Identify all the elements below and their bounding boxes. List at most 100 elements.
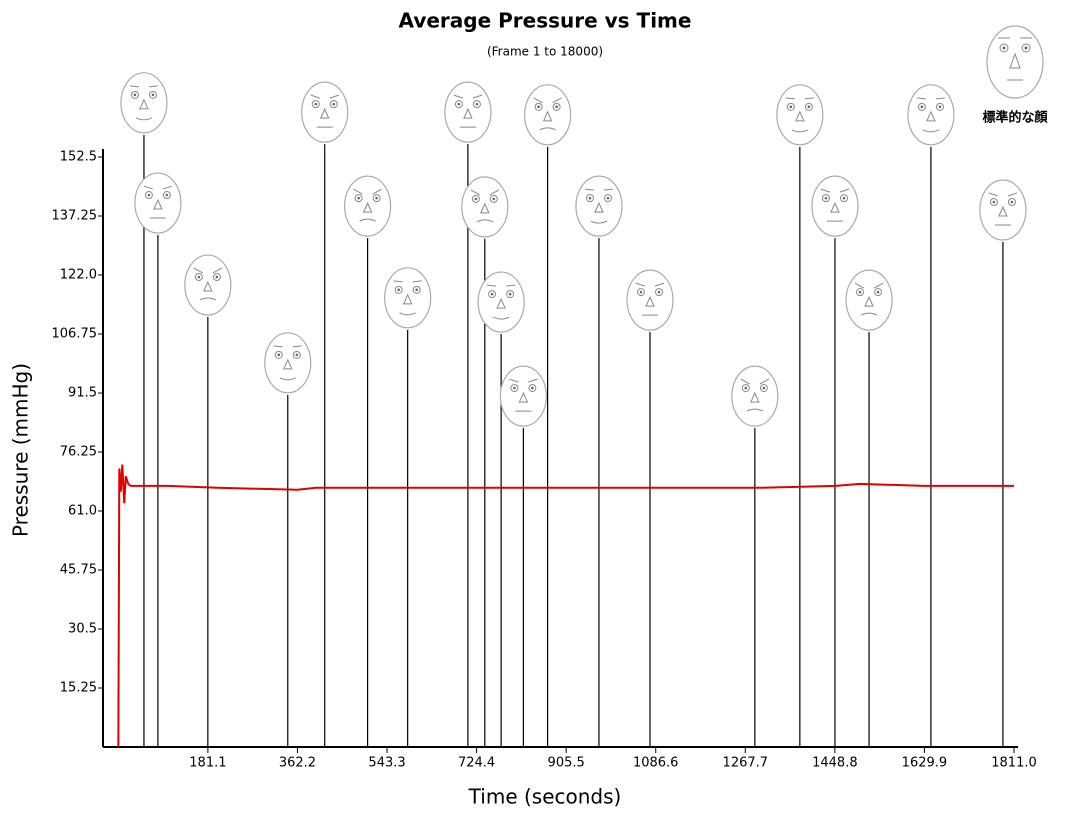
face-outline [301, 81, 349, 143]
face-features [820, 188, 850, 222]
x-tick-label: 905.5 [548, 756, 585, 771]
event-face [120, 72, 168, 134]
y-tick-label: 152.5 [60, 150, 97, 165]
face-features [393, 280, 422, 316]
face-pupil [474, 197, 478, 201]
face-eye [786, 102, 795, 111]
event-face [477, 271, 525, 333]
event-face [776, 84, 824, 146]
face-outline [499, 365, 547, 427]
face-pupil [824, 196, 828, 200]
face-pupil [858, 290, 862, 294]
data-line [117, 464, 1014, 748]
face-pupil [475, 102, 479, 106]
face-outline [731, 365, 779, 427]
face-outline [384, 267, 432, 329]
face-eye [148, 90, 157, 99]
face-eye [506, 290, 515, 299]
face-features [310, 94, 339, 128]
face-pupil [513, 386, 516, 390]
face-pupil [133, 93, 137, 97]
face-features [533, 97, 562, 131]
face-outline [264, 332, 312, 394]
face-pupil [415, 288, 418, 292]
chart-subtitle: (Frame 1 to 18000) [487, 45, 603, 59]
face-pupil [920, 105, 924, 109]
face-eye [372, 194, 381, 203]
face-outline [626, 269, 674, 331]
face-pupil [457, 102, 461, 106]
face-eye [489, 194, 498, 203]
event-face [626, 269, 674, 331]
face-eye [989, 198, 998, 207]
face-pupil [277, 353, 281, 357]
standard-face [986, 25, 1044, 99]
y-tick-label: 61.0 [68, 504, 97, 519]
face-outline [776, 84, 824, 146]
face-eye [654, 288, 663, 297]
face-pupil [490, 292, 494, 296]
face-pupil [938, 105, 942, 109]
face-pupil [531, 386, 534, 390]
face-pupil [397, 288, 400, 292]
face-pupil [147, 193, 151, 197]
face-eye [329, 100, 338, 109]
y-tick-label: 30.5 [68, 622, 97, 637]
x-tick-label: 1629.9 [902, 756, 948, 771]
face-pupil [314, 102, 318, 106]
face-features [453, 94, 483, 128]
face-eye [144, 191, 153, 200]
face-eye [162, 191, 171, 200]
face-outline [120, 72, 168, 134]
face-features [470, 189, 500, 223]
face-features [353, 188, 382, 222]
event-face [731, 365, 779, 427]
event-face [524, 84, 572, 146]
face-eye [741, 384, 750, 393]
event-face [979, 179, 1027, 241]
face-eye [394, 285, 403, 294]
y-tick-label: 15.25 [60, 681, 97, 696]
x-tick-label: 1267.7 [723, 756, 769, 771]
event-face [264, 332, 312, 394]
face-pupil [657, 290, 661, 294]
face-eye [636, 288, 645, 297]
face-features [988, 192, 1018, 226]
event-face [384, 267, 432, 329]
face-eye [839, 194, 848, 203]
face-eye [935, 102, 944, 111]
x-tick-label: 724.4 [458, 756, 495, 771]
face-outline [461, 176, 509, 238]
face-eye [412, 285, 421, 294]
face-pupil [151, 93, 155, 97]
face-pupil [215, 275, 219, 279]
event-face [845, 269, 893, 331]
face-pupil [762, 386, 766, 390]
face-eye [488, 290, 497, 299]
face-eye [354, 194, 363, 203]
face-pupil [332, 102, 336, 106]
x-tick-label: 1086.6 [633, 756, 679, 771]
face-pupil [842, 196, 846, 200]
face-eye [212, 273, 221, 282]
event-face [343, 175, 392, 237]
face-eye [471, 194, 480, 203]
face-pupil [555, 105, 558, 109]
face-pupil [165, 193, 169, 197]
face-outline [134, 172, 182, 234]
face-pupil [876, 290, 880, 294]
event-face [184, 254, 232, 316]
y-tick-label: 137.25 [52, 209, 98, 224]
face-features [509, 378, 538, 412]
event-face [575, 175, 623, 237]
face-outline [343, 175, 392, 237]
face-outline [979, 179, 1027, 241]
face-pupil [357, 196, 360, 200]
face-features [273, 345, 302, 381]
face-outline [811, 175, 859, 237]
y-tick-label: 122.0 [60, 268, 97, 283]
face-eye [821, 194, 830, 203]
face-eye [130, 90, 139, 99]
x-axis-label: Time (seconds) [468, 785, 622, 809]
face-eye [603, 194, 612, 203]
